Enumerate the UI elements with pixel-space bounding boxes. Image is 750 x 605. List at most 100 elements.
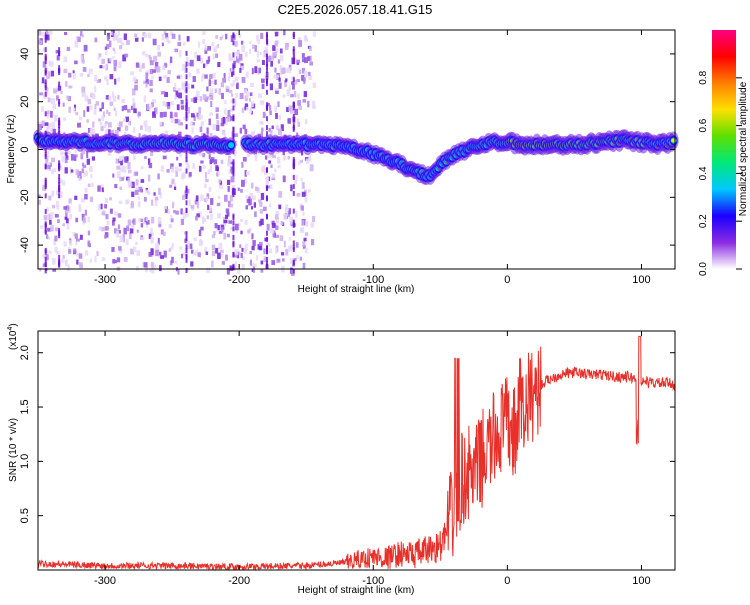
spectrogram-ridge: [33, 129, 679, 186]
spectrogram-noise-cell: [209, 165, 212, 173]
spectrogram-noise-cell: [46, 150, 50, 158]
spectrogram-streak-cell: [185, 74, 188, 80]
spectrogram-noise-cell: [45, 254, 49, 261]
spectrogram-noise-cell: [228, 53, 232, 61]
spectrogram-noise-cell: [46, 110, 50, 117]
spectrogram-noise-cell: [275, 124, 279, 130]
spectrogram-streak-cell: [232, 252, 235, 258]
spectrogram-noise-cell: [216, 124, 220, 131]
spectrogram-noise-cell: [287, 245, 292, 252]
spectrogram-noise-cell: [240, 252, 243, 259]
spectrogram-noise-cell: [151, 216, 155, 224]
spectrogram-noise-cell: [163, 250, 167, 258]
spectrogram-noise-cell: [156, 66, 161, 73]
spectrogram-noise-cell: [122, 234, 125, 241]
spectrogram-noise-cell: [106, 35, 110, 42]
spectrogram-noise-cell: [302, 241, 306, 247]
spectrogram-noise-cell: [47, 97, 51, 103]
spectrogram-streak-cell: [292, 116, 295, 122]
spectrogram-noise-cell: [293, 257, 297, 262]
spectrogram-noise-cell: [149, 79, 153, 87]
spectrogram-noise-cell: [140, 218, 144, 223]
spectrogram-noise-cell: [297, 160, 301, 165]
spectrogram-noise-cell: [264, 46, 269, 54]
spectrogram-noise-cell: [198, 165, 202, 172]
spectrogram-noise-cell: [176, 156, 179, 161]
spectrogram-noise-cell: [201, 216, 205, 222]
spectrogram-noise-cell: [265, 72, 269, 78]
spectrogram-noise-cell: [74, 148, 77, 154]
spectrogram-noise-cell: [210, 100, 213, 108]
spectrogram-noise-cell: [92, 93, 96, 99]
spectrogram-noise-cell: [271, 173, 276, 179]
spectrogram-noise-cell: [230, 176, 235, 183]
spectrogram-noise-cell: [66, 95, 70, 100]
spectrogram-noise-cell: [193, 237, 197, 242]
spectrogram-noise-cell: [116, 165, 121, 170]
spectrogram-noise-cell: [205, 251, 209, 255]
spectrogram-noise-cell: [181, 173, 185, 180]
spectrogram-streak-cell: [185, 168, 188, 174]
spectrogram-noise-cell: [204, 198, 207, 203]
spectrogram-noise-cell: [271, 222, 276, 228]
spectrogram-noise-cell: [241, 76, 246, 83]
spectrogram-noise-cell: [132, 102, 136, 110]
spectrogram-x-ticks: -300 -200 -100 0 100: [94, 30, 651, 286]
spectrogram-noise-cell: [114, 78, 117, 85]
spectrogram-streak-cell: [58, 230, 61, 236]
spectrogram-noise-cell: [296, 79, 300, 83]
spectrogram-noise-cell: [166, 76, 170, 83]
spectrogram-noise-cell: [42, 61, 47, 68]
spectrogram-noise-cell: [295, 210, 298, 218]
spectrogram-noise-cell: [99, 53, 102, 57]
spectrogram-noise-cell: [274, 168, 277, 173]
spectrogram-noise-cell: [101, 184, 104, 191]
spectrogram-noise-cell: [112, 173, 115, 178]
spectrogram-noise-cell: [149, 68, 154, 75]
spectrogram-noise-cell: [207, 96, 212, 101]
spectrogram-noise-cell: [286, 89, 291, 96]
spectrogram-noise-cell: [155, 107, 158, 115]
spectrogram-noise-cell: [75, 241, 78, 246]
spectrogram-noise-cell: [204, 172, 207, 179]
spectrogram-noise-cell: [68, 106, 72, 113]
spectrogram-noise-cell: [202, 165, 206, 169]
spectrogram-noise-cell: [141, 37, 144, 42]
spectrogram-noise-cell: [242, 124, 246, 130]
spectrogram-noise-cell: [38, 48, 41, 55]
spectrogram-noise-cell: [79, 234, 83, 240]
spectrogram-noise-cell: [244, 128, 248, 135]
spectrogram-noise-cell: [147, 32, 152, 39]
spectrogram-noise-cell: [78, 116, 83, 120]
spectrogram-noise-cell: [119, 248, 123, 254]
spectrogram-noise-cell: [42, 48, 47, 53]
spectrogram-noise-cell: [46, 126, 49, 134]
spectrogram-noise-cell: [239, 53, 243, 61]
spectrogram-noise-cell: [198, 211, 202, 218]
spectrogram-noise-cell: [202, 217, 206, 223]
spectrogram-noise-cell: [258, 93, 262, 98]
spectrogram-noise-cell: [225, 86, 230, 93]
spectrogram-streak-cell: [185, 193, 188, 199]
spectrogram-noise-cell: [217, 213, 221, 219]
spectrogram-noise-cell: [230, 116, 233, 121]
spectrogram-noise-cell: [231, 71, 234, 77]
spectrogram-noise-cell: [152, 38, 157, 46]
spectrogram-noise-cell: [101, 187, 104, 193]
spectrogram-noise-cell: [135, 241, 138, 245]
spectrogram-noise-cell: [76, 259, 79, 265]
spectrogram-noise-cell: [248, 49, 251, 54]
spectrogram-streak-cell: [185, 248, 188, 254]
spectrogram-noise-cell: [202, 31, 206, 36]
spectrogram-noise-cell: [158, 221, 162, 228]
spectrogram-noise-cell: [99, 122, 103, 126]
spectrogram-noise-cell: [227, 185, 230, 192]
spectrogram-noise-cell: [127, 219, 131, 226]
spectrogram-streak-cell: [185, 244, 188, 250]
spectrogram-noise-cell: [124, 53, 129, 58]
spectrogram-streak-cell: [265, 63, 268, 69]
spectrogram-noise-cell: [101, 257, 106, 261]
spectrogram-noise-cell: [220, 122, 225, 127]
spectrogram-noise-cell: [179, 50, 182, 58]
spectrogram-noise-cell: [109, 197, 112, 201]
